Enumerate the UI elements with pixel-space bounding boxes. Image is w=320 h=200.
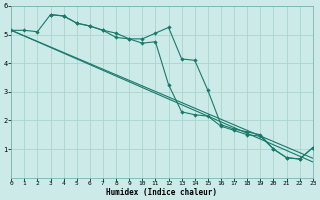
X-axis label: Humidex (Indice chaleur): Humidex (Indice chaleur) — [107, 188, 218, 197]
